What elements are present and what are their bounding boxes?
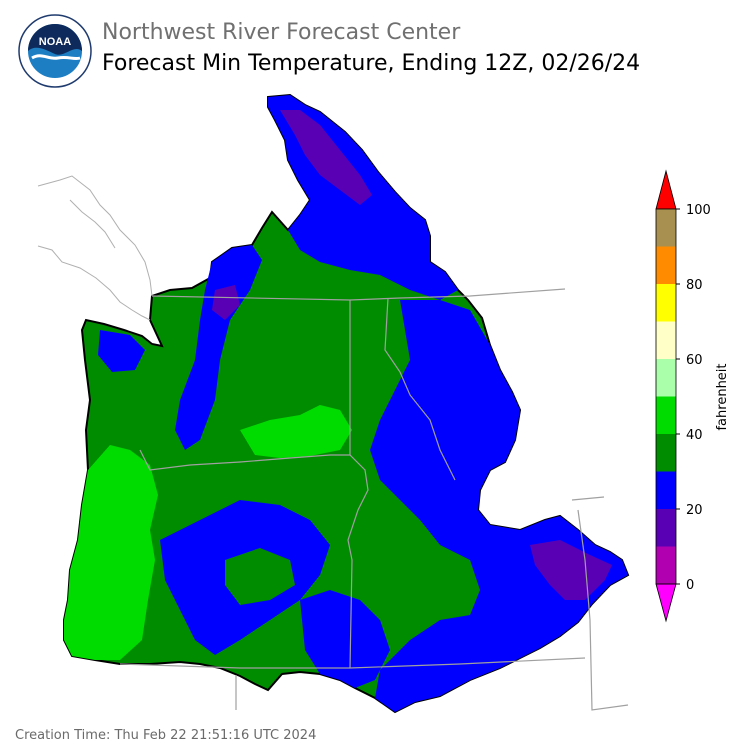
cascades-cold-core	[212, 285, 240, 320]
northern-cold-core	[280, 110, 372, 205]
creation-time: Creation Time: Thu Feb 22 21:51:16 UTC 2…	[15, 728, 317, 743]
coastal-warm-band	[64, 445, 158, 660]
colorbar-bin-70-80	[656, 284, 676, 322]
colorbar-bin-60-70	[656, 321, 676, 359]
colorbar-bin-50-60	[656, 359, 676, 397]
colorbar-tick-40: 40	[686, 428, 703, 443]
colorbar-overflow-arrow	[655, 169, 677, 210]
colorbar-unit-label: fahrenheit	[715, 363, 730, 430]
nevada-border-cold	[300, 590, 390, 688]
logo-text: NOAA	[39, 36, 71, 48]
colorbar-tick-80: 80	[686, 278, 703, 293]
colorbar-underflow-arrow	[655, 583, 677, 623]
colorbar-frame	[655, 208, 677, 585]
colorbar-tick-20: 20	[686, 503, 703, 518]
organization-name: Northwest River Forecast Center	[102, 20, 461, 45]
cascades-cold	[175, 245, 262, 450]
colorbar-bin-0-10	[656, 546, 676, 584]
colorbar-bin-30-40	[656, 434, 676, 472]
colorbar-tick-100: 100	[686, 203, 711, 218]
temperature-colorbar: 100 80 60 40 20 0 fahrenheit	[655, 169, 730, 623]
idaho-cold-region	[370, 300, 628, 712]
columbia-basin-warm	[240, 405, 352, 458]
colorbar-bin-10-20	[656, 509, 676, 547]
colorbar-bin-40-50	[656, 396, 676, 434]
olympics-cold	[98, 330, 145, 372]
colorbar-bin-20-30	[656, 471, 676, 509]
noaa-logo: NOAA	[18, 14, 92, 88]
page-title: Forecast Min Temperature, Ending 12Z, 02…	[102, 51, 641, 76]
colorbar-tick-60: 60	[686, 353, 703, 368]
snake-river-plain-cold-core	[530, 540, 612, 600]
colorbar-bin-90-100	[656, 209, 676, 247]
colorbar-bin-80-90	[656, 246, 676, 284]
oregon-central-green	[225, 548, 295, 605]
coastline-outline	[37, 175, 153, 321]
colorbar-tick-0: 0	[686, 578, 694, 593]
state-borders	[119, 288, 629, 711]
